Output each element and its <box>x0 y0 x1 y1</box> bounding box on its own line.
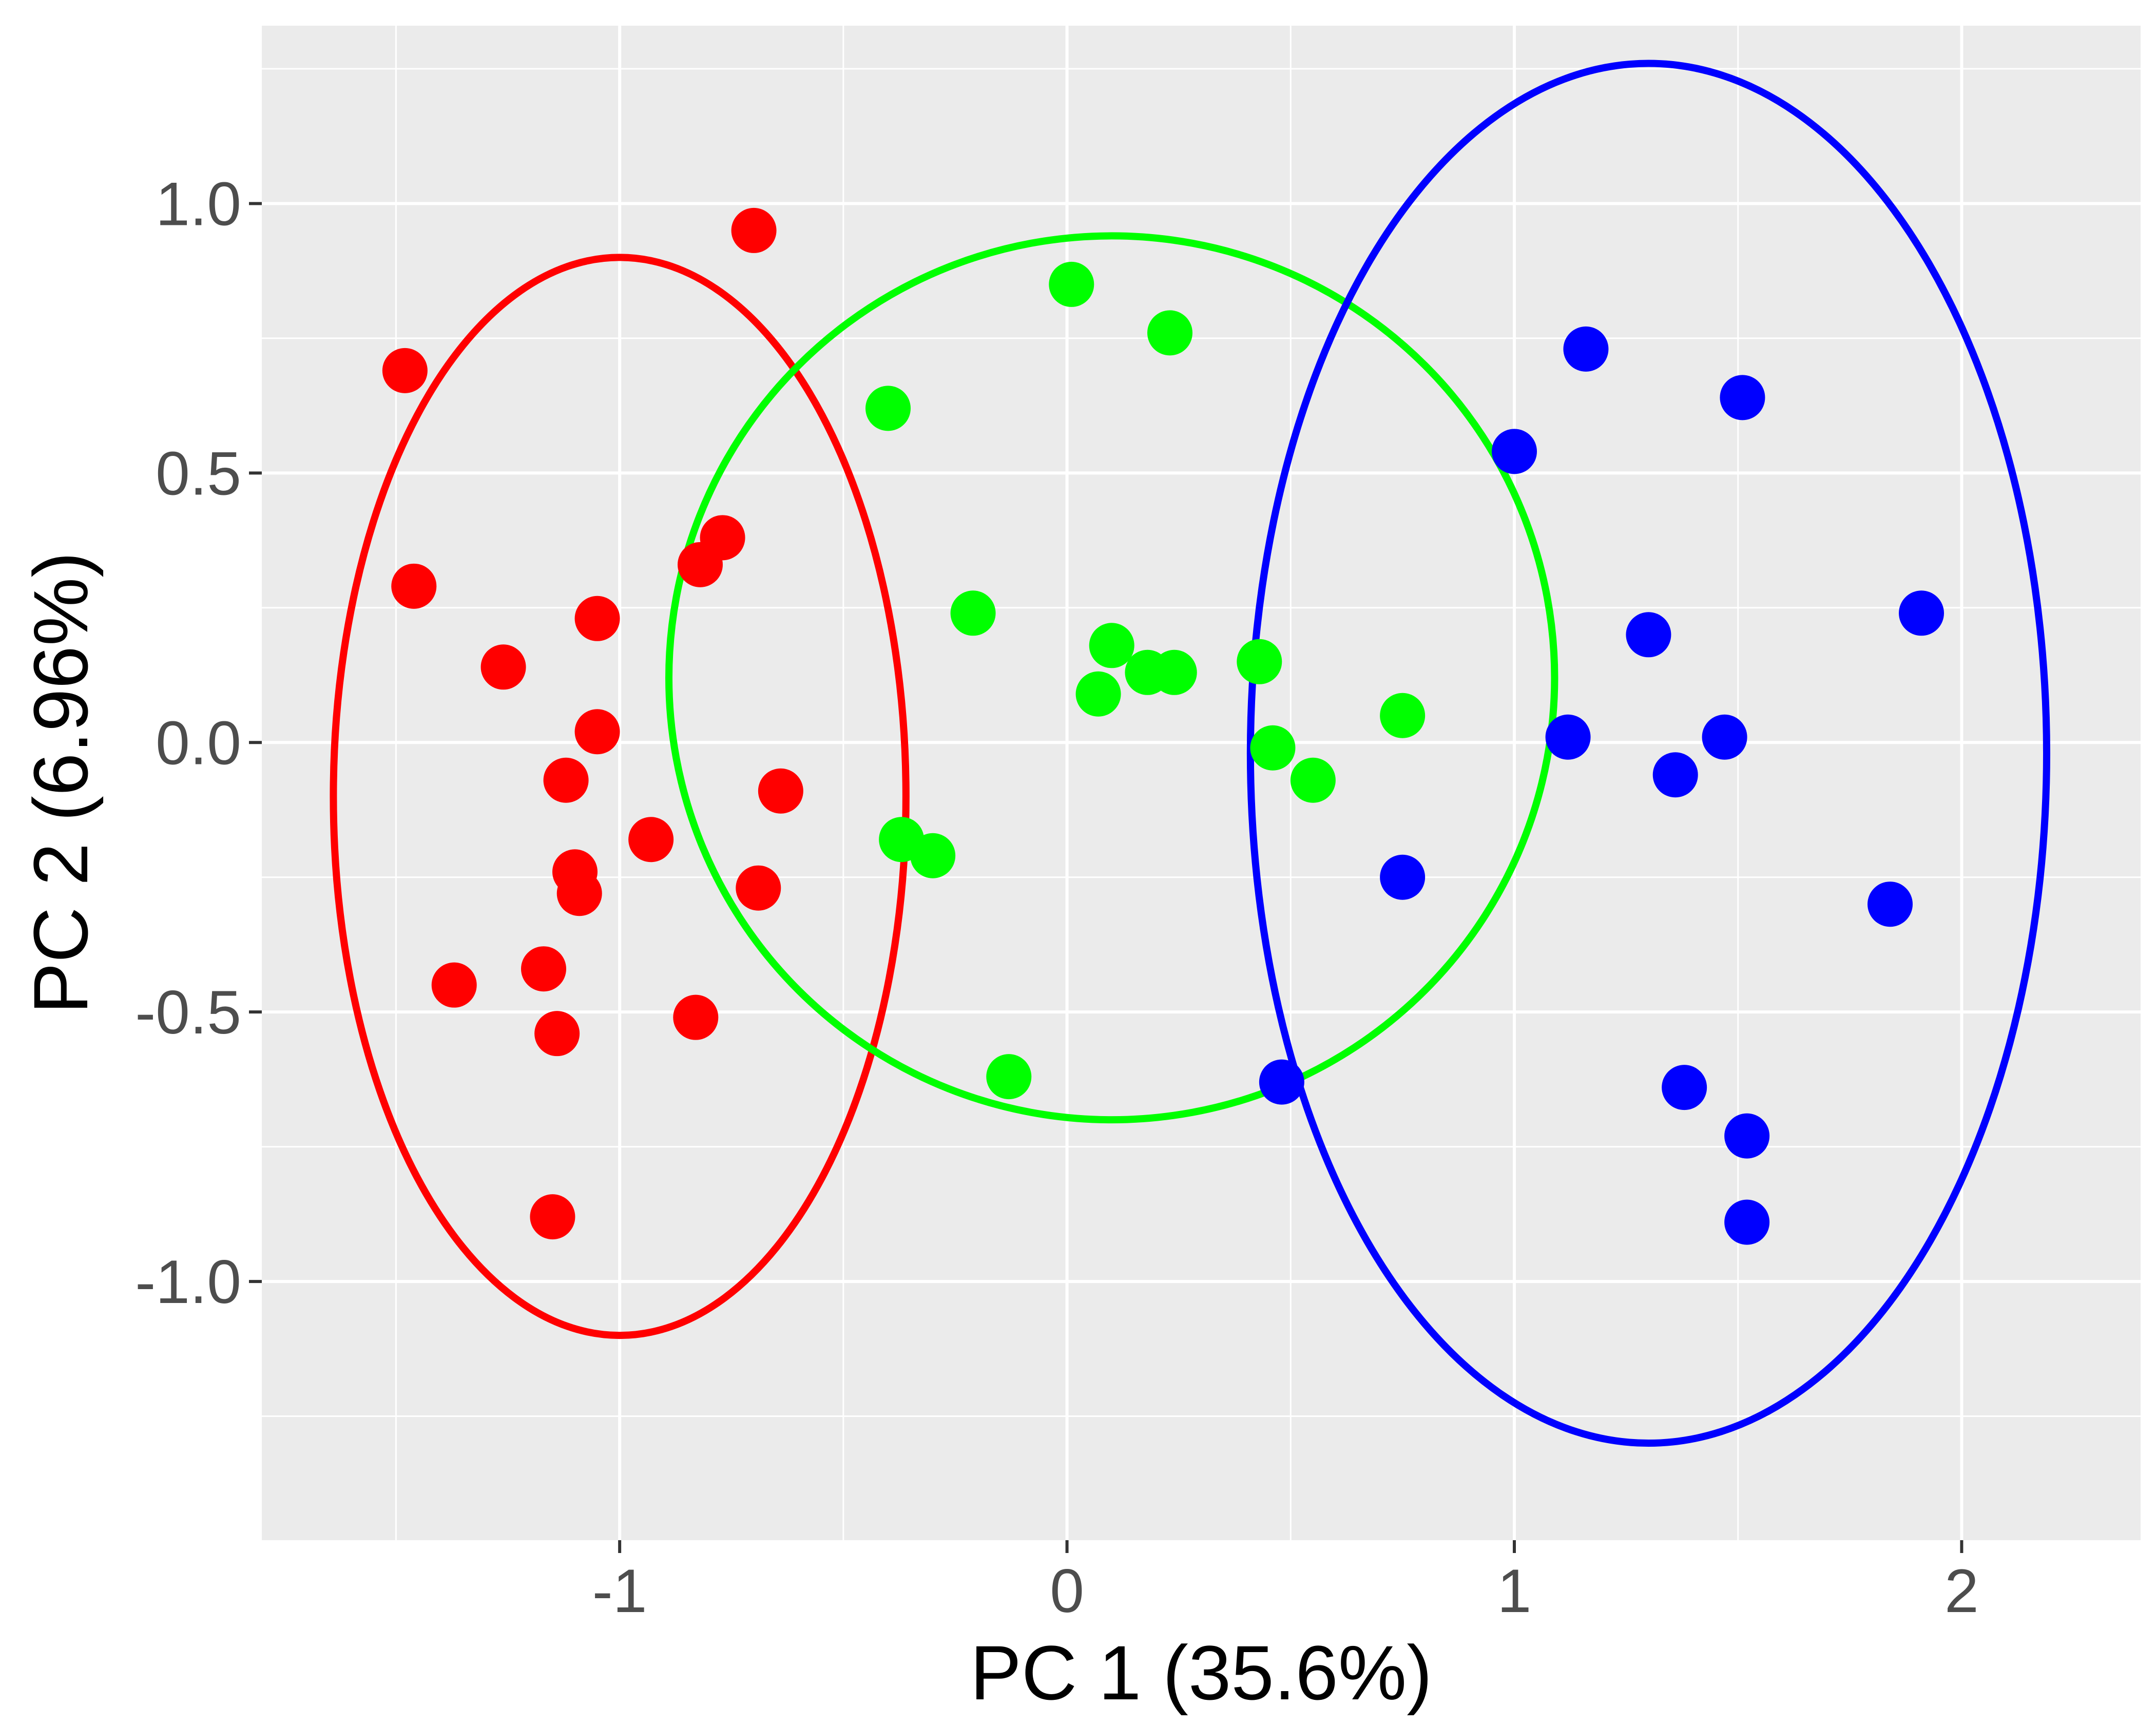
data-point <box>1899 590 1944 636</box>
data-point <box>628 817 674 862</box>
data-point <box>1662 1065 1707 1110</box>
y-tick-label: 0.5 <box>156 439 241 508</box>
data-point <box>431 962 477 1008</box>
data-point <box>574 596 620 641</box>
y-tick-label: 0.0 <box>156 708 241 777</box>
x-tick-label: 1 <box>1497 1557 1532 1625</box>
data-point <box>1702 714 1747 760</box>
data-point <box>1720 375 1765 420</box>
data-point <box>910 833 956 878</box>
data-point <box>731 207 777 253</box>
data-point <box>1075 671 1121 717</box>
major-gridlines <box>262 26 2141 1540</box>
confidence-ellipse <box>1246 60 2050 1447</box>
data-point <box>382 348 428 393</box>
y-tick-label: 1.0 <box>156 169 241 238</box>
data-point <box>986 1054 1032 1100</box>
data-point <box>1868 881 1913 927</box>
x-tick-label: 2 <box>1945 1557 1979 1625</box>
data-point <box>1290 757 1336 803</box>
data-point <box>1492 429 1537 474</box>
data-point <box>1147 310 1192 356</box>
data-point <box>1259 1059 1304 1105</box>
data-point <box>1151 649 1197 695</box>
y-axis-title: PC 2 (6.96%) <box>17 552 104 1014</box>
data-point <box>391 563 437 609</box>
x-axis-ticks: -1 0 1 2 <box>592 1540 1979 1625</box>
data-point <box>1089 623 1134 668</box>
data-point <box>678 542 723 587</box>
data-point <box>1652 752 1698 798</box>
data-point <box>1049 261 1094 307</box>
data-point <box>574 709 620 755</box>
data-point <box>736 865 781 911</box>
x-axis-title: PC 1 (35.6%) <box>970 1630 1432 1716</box>
data-point <box>1380 854 1426 900</box>
confidence-ellipse <box>330 254 910 1339</box>
data-point <box>950 590 996 636</box>
data-point <box>1724 1113 1770 1159</box>
y-tick-label: -0.5 <box>135 978 241 1047</box>
data-point <box>1563 326 1609 372</box>
data-point <box>543 757 589 803</box>
y-axis-ticks: -1.0 -0.5 0.0 0.5 1.0 <box>135 169 262 1316</box>
x-tick-label: -1 <box>592 1557 647 1625</box>
data-point <box>1250 725 1296 771</box>
data-point <box>865 386 911 431</box>
data-point <box>480 644 526 690</box>
y-tick-label: -1.0 <box>135 1248 241 1316</box>
data-point <box>1626 612 1671 658</box>
confidence-ellipse <box>665 232 1558 1124</box>
data-point <box>1237 639 1282 684</box>
confidence-ellipses <box>330 60 2050 1447</box>
x-tick-label: 0 <box>1050 1557 1084 1625</box>
data-point <box>530 1194 575 1240</box>
data-point <box>1380 693 1426 738</box>
data-point <box>1545 714 1591 760</box>
data-point <box>1724 1199 1770 1245</box>
data-point <box>758 768 803 814</box>
data-point <box>534 1011 580 1057</box>
data-point <box>673 994 719 1040</box>
data-points <box>382 207 1944 1245</box>
data-point <box>521 946 566 992</box>
data-point <box>556 871 602 916</box>
